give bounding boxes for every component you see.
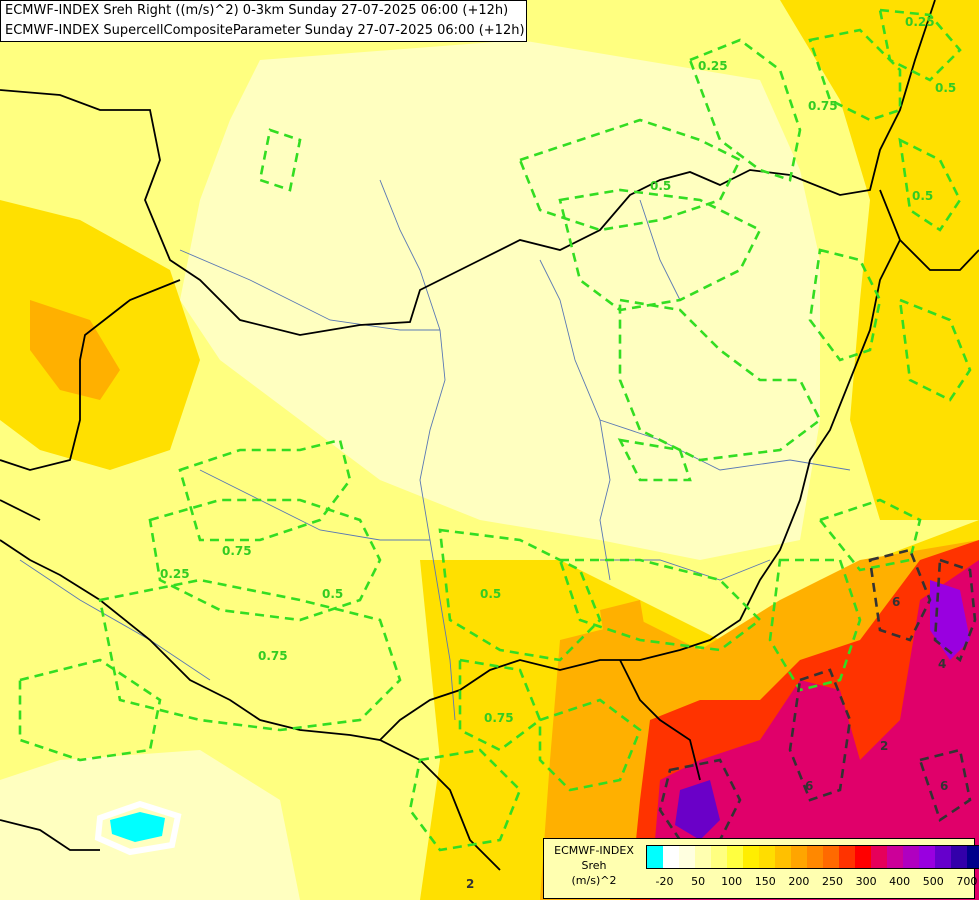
- country-borders: [0, 0, 979, 871]
- legend-tick-label: 700: [956, 875, 978, 888]
- legend-swatch: [823, 846, 839, 868]
- contour-label: 2: [880, 739, 888, 753]
- scp-contours-green: [18, 8, 972, 852]
- legend-swatch: [711, 846, 727, 868]
- sreh-field-purple-east: [930, 580, 970, 660]
- legend-swatch: [759, 846, 775, 868]
- sreh-field-gold-west: [0, 200, 200, 470]
- contour-label: 0.75: [808, 99, 838, 113]
- contour-label: 2: [466, 877, 474, 891]
- contour-label: 0.5: [480, 587, 501, 601]
- contour-label: 0.75: [484, 711, 514, 725]
- legend-tick-label: 200: [788, 875, 810, 888]
- contour-label: 0.25: [160, 567, 190, 581]
- legend-tick-label: 150: [754, 875, 776, 888]
- legend-swatch: [743, 846, 759, 868]
- contour-label: 6: [805, 779, 813, 793]
- sreh-field-white-ring: [94, 800, 182, 856]
- legend-swatch: [807, 846, 823, 868]
- legend-ticks: -20 50 100 150 200 250 300 400 500 700: [646, 875, 977, 889]
- contour-label: 6: [892, 595, 900, 609]
- contour-labels: 0.25 0.5 0.75 0.25 0.5 0.75 0.5 0.25 0.7…: [160, 15, 956, 891]
- legend-swatch: [791, 846, 807, 868]
- contour-label: 0.25: [698, 59, 728, 73]
- legend-swatch: [679, 846, 695, 868]
- legend-tick-label: 50: [691, 875, 706, 888]
- legend-swatch: [839, 846, 855, 868]
- legend-swatch: [775, 846, 791, 868]
- legend-color-bar: [646, 845, 979, 869]
- map-title-box: ECMWF-INDEX Sreh Right ((m/s)^2) 0-3km S…: [0, 0, 527, 42]
- legend-swatch: [727, 846, 743, 868]
- map-title: ECMWF-INDEX Sreh Right ((m/s)^2) 0-3km S…: [5, 3, 509, 18]
- legend-tick-label: 100: [721, 875, 743, 888]
- legend-swatch: [695, 846, 711, 868]
- sreh-field-cyan: [110, 812, 165, 842]
- legend-swatch: [919, 846, 935, 868]
- contour-label: 0.5: [322, 587, 343, 601]
- contour-label: 0.5: [912, 189, 933, 203]
- legend-variable: Sreh: [581, 859, 607, 872]
- legend-swatch: [951, 846, 967, 868]
- contour-label: 0.5: [935, 81, 956, 95]
- color-legend: ECMWF-INDEX Sreh (m/s)^2 -20 50 100 150 200 2…: [543, 838, 979, 899]
- contour-label: 0.75: [258, 649, 288, 663]
- legend-swatch: [647, 846, 663, 868]
- legend-tick-label: 300: [855, 875, 877, 888]
- legend-tick-label: 500: [922, 875, 944, 888]
- legend-swatch: [903, 846, 919, 868]
- legend-source: ECMWF-INDEX: [554, 844, 634, 857]
- rivers: [19, 179, 851, 721]
- contour-label: 6: [940, 779, 948, 793]
- legend-swatch: [855, 846, 871, 868]
- contour-label: 4: [938, 657, 946, 671]
- sreh-field-pale: [180, 40, 820, 560]
- contour-label: 0.25: [905, 15, 935, 29]
- contour-label: 0.5: [650, 179, 671, 193]
- legend-tick-label: 400: [889, 875, 911, 888]
- sreh-field-orange-west: [30, 300, 120, 400]
- legend-swatch: [967, 846, 979, 868]
- legend-tick-label: 250: [821, 875, 843, 888]
- legend-unit: (m/s)^2: [571, 874, 617, 887]
- contour-label: 0.75: [222, 544, 252, 558]
- map-subtitle: ECMWF-INDEX SupercellCompositeParameter …: [5, 23, 525, 38]
- legend-swatch: [887, 846, 903, 868]
- legend-tick-label: -20: [655, 875, 674, 888]
- sreh-field-purple: [675, 780, 720, 840]
- legend-swatch: [935, 846, 951, 868]
- legend-swatch: [663, 846, 679, 868]
- legend-swatch: [871, 846, 887, 868]
